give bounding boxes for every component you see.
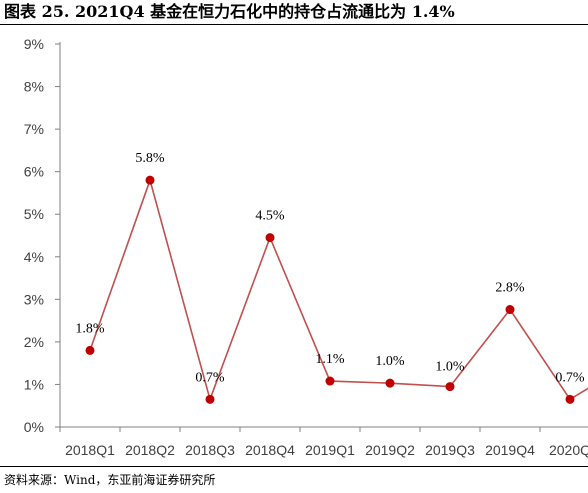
x-tick-label: 2019Q4	[485, 442, 535, 458]
data-label: 1.0%	[375, 354, 405, 369]
y-tick-label: 4%	[24, 249, 44, 265]
x-tick-label: 2018Q1	[65, 442, 115, 458]
x-tick-label: 2019Q2	[365, 442, 415, 458]
x-axis: 2018Q1 2018Q2 2018Q3 2018Q4 2019Q1 2019Q2 2019…	[59, 426, 588, 458]
y-tick-label: 5%	[24, 206, 44, 222]
source-rule	[0, 466, 588, 467]
line-chart: 0%1%2%3%4%5%6%7%8%9% 2018Q1 2018Q2 2018Q3 2…	[24, 36, 588, 458]
data-label: 0.7%	[195, 370, 225, 385]
series	[85, 175, 588, 404]
x-tick-label: 2019Q1	[305, 442, 355, 458]
data-point	[145, 175, 155, 185]
chart-title: 图表 25. 2021Q4 基金在恒力石化中的持仓占流通比为 1.4%	[4, 2, 455, 21]
title-rule	[0, 24, 588, 25]
y-tick-label: 7%	[24, 121, 44, 137]
data-point	[205, 394, 215, 404]
y-axis: 0% 1% 2% 3% 4% 5% 6% 7% 8% 9%	[24, 36, 61, 435]
data-label: 5.8%	[135, 151, 165, 166]
y-tick-label: 0%	[24, 419, 44, 435]
data-label: 0.7%	[555, 370, 585, 385]
y-tick-label: 8%	[24, 79, 44, 95]
data-labels: 1.8% 5.8% 0.7% 4.5% 1.1% 1.0% 1.0% 2.8% 0.7%	[75, 151, 585, 385]
source-note: 资料来源：Wind，东亚前海证券研究所	[4, 473, 216, 487]
x-tick-label: 2019Q3	[425, 442, 475, 458]
data-label: 1.8%	[75, 321, 105, 336]
data-point	[325, 376, 335, 386]
y-tick-label: 9%	[24, 36, 44, 52]
data-label: 1.0%	[435, 360, 465, 375]
data-point	[565, 394, 575, 404]
data-point	[505, 305, 515, 315]
data-label: 4.5%	[255, 209, 285, 224]
data-label: 2.8%	[495, 281, 525, 296]
data-point	[265, 233, 275, 243]
y-tick-label: 3%	[24, 291, 44, 307]
data-point	[85, 345, 95, 355]
series-line	[89, 177, 588, 402]
y-tick-label: 2%	[24, 334, 44, 350]
x-tick-label: 2018Q2	[125, 442, 175, 458]
x-tick-label: 2018Q4	[245, 442, 295, 458]
x-tick-label: 2018Q3	[185, 442, 235, 458]
y-tick-label: 1%	[24, 376, 44, 392]
y-tick-label: 6%	[24, 164, 44, 180]
data-point	[385, 378, 395, 388]
data-point	[445, 382, 455, 392]
x-tick-label: 2020Q	[549, 442, 588, 458]
data-label: 1.1%	[315, 352, 345, 367]
